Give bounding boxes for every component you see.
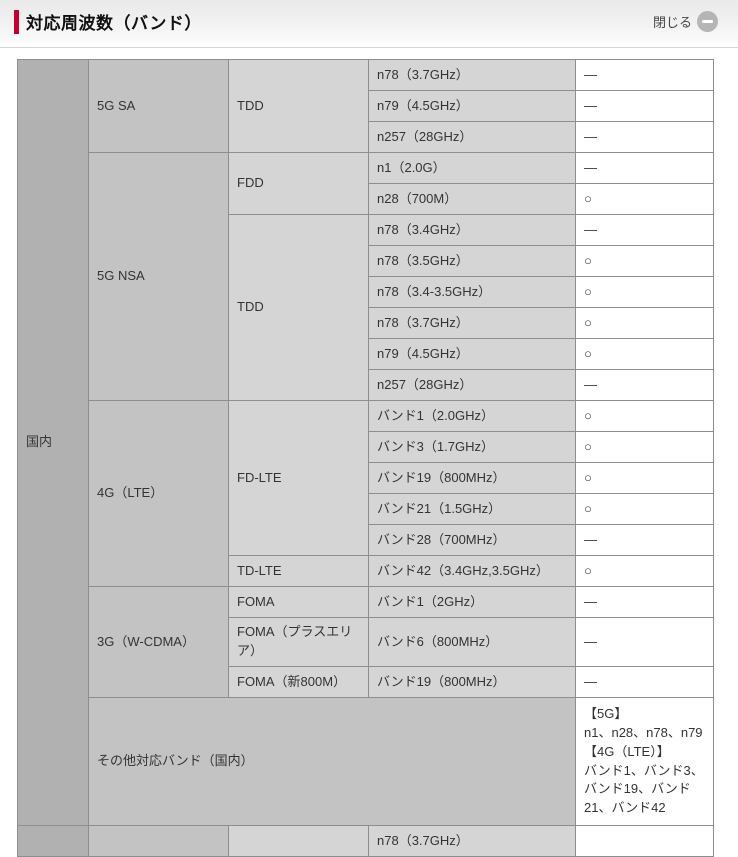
status-cell: — bbox=[575, 152, 714, 184]
status-cell: ○ bbox=[575, 338, 714, 370]
band-name-cell: バンド19（800MHz） bbox=[368, 462, 576, 494]
band-name-cell: n1（2.0G） bbox=[368, 152, 576, 184]
cell-section-5g-nsa: 5G NSA bbox=[88, 152, 229, 401]
status-cell: — bbox=[575, 524, 714, 556]
status-cell: — bbox=[575, 666, 714, 698]
status-cell: ○ bbox=[575, 431, 714, 463]
status-cell: ○ bbox=[575, 307, 714, 339]
cell-section-3g-wcdma: 3G（W-CDMA） bbox=[88, 586, 229, 698]
band-name-cell: バンド28（700MHz） bbox=[368, 524, 576, 556]
status-cell: ○ bbox=[575, 183, 714, 215]
cell-section-next bbox=[88, 825, 229, 857]
minus-icon bbox=[697, 11, 718, 32]
band-name-cell: n257（28GHz） bbox=[368, 369, 576, 401]
cell-mode-next bbox=[228, 825, 369, 857]
red-accent-bar bbox=[14, 9, 19, 34]
partial-next-row: n78（3.7GHz） bbox=[17, 825, 714, 857]
band-name-cell: n79（4.5GHz） bbox=[368, 338, 576, 370]
cell-mode-5gnsa-fdd: FDD bbox=[228, 152, 369, 215]
status-cell: — bbox=[575, 214, 714, 246]
band-name-cell: n78（3.5GHz） bbox=[368, 245, 576, 277]
frequency-band-table: 国内 5G SA TDD n78（3.7GHz） — n79（4.5GHz） —… bbox=[17, 59, 714, 857]
band-name-cell: n28（700M） bbox=[368, 183, 576, 215]
band-name-cell: n78（3.7GHz） bbox=[368, 825, 576, 857]
cell-mode-foma-plus-area: FOMA（プラスエリア） bbox=[228, 617, 369, 667]
cell-mode-fd-lte: FD-LTE bbox=[228, 400, 369, 556]
band-name-cell: n257（28GHz） bbox=[368, 121, 576, 153]
band-name-cell: バンド21（1.5GHz） bbox=[368, 493, 576, 525]
band-name-cell: n78（3.7GHz） bbox=[368, 59, 576, 91]
header-separator bbox=[0, 44, 738, 48]
cell-other-bands-value: 【5G】 n1、n28、n78、n79 【4G（LTE）】 バンド1、バンド3、… bbox=[575, 697, 714, 826]
cell-region-domestic: 国内 bbox=[17, 59, 89, 826]
cell-mode-foma-new800m: FOMA（新800M） bbox=[228, 666, 369, 698]
band-name-cell: n79（4.5GHz） bbox=[368, 90, 576, 122]
cell-mode-foma: FOMA bbox=[228, 586, 369, 618]
status-cell: — bbox=[575, 586, 714, 618]
status-cell: — bbox=[575, 617, 714, 667]
status-cell: ○ bbox=[575, 400, 714, 432]
cell-region-next bbox=[17, 825, 89, 857]
cell-other-bands-label: その他対応バンド（国内） bbox=[88, 697, 576, 826]
status-cell: — bbox=[575, 369, 714, 401]
status-cell: ○ bbox=[575, 493, 714, 525]
close-button-label: 閉じる bbox=[652, 15, 692, 30]
band-name-cell: n78（3.7GHz） bbox=[368, 307, 576, 339]
cell-section-4g-lte: 4G（LTE） bbox=[88, 400, 229, 587]
close-button[interactable]: 閉じる bbox=[653, 11, 718, 32]
band-name-cell: n78（3.4GHz） bbox=[368, 214, 576, 246]
cell-mode-5gnsa-tdd: TDD bbox=[228, 214, 369, 401]
page-title: 対応周波数（バンド） bbox=[26, 14, 202, 33]
band-name-cell: バンド1（2.0GHz） bbox=[368, 400, 576, 432]
status-cell bbox=[575, 825, 714, 857]
status-cell: ○ bbox=[575, 462, 714, 494]
status-cell: ○ bbox=[575, 245, 714, 277]
cell-mode-td-lte: TD-LTE bbox=[228, 555, 369, 587]
panel-header: 対応周波数（バンド） 閉じる bbox=[0, 0, 738, 44]
band-name-cell: バンド1（2GHz） bbox=[368, 586, 576, 618]
title-wrap: 対応周波数（バンド） bbox=[14, 9, 202, 34]
band-name-cell: バンド3（1.7GHz） bbox=[368, 431, 576, 463]
band-name-cell: n78（3.4-3.5GHz） bbox=[368, 276, 576, 308]
cell-mode-5gsa-tdd: TDD bbox=[228, 59, 369, 153]
status-cell: — bbox=[575, 59, 714, 91]
status-cell: — bbox=[575, 121, 714, 153]
status-cell: — bbox=[575, 90, 714, 122]
band-name-cell: バンド19（800MHz） bbox=[368, 666, 576, 698]
band-name-cell: バンド42（3.4GHz,3.5GHz） bbox=[368, 555, 576, 587]
status-cell: ○ bbox=[575, 276, 714, 308]
band-name-cell: バンド6（800MHz） bbox=[368, 617, 576, 667]
status-cell: ○ bbox=[575, 555, 714, 587]
cell-section-5g-sa: 5G SA bbox=[88, 59, 229, 153]
